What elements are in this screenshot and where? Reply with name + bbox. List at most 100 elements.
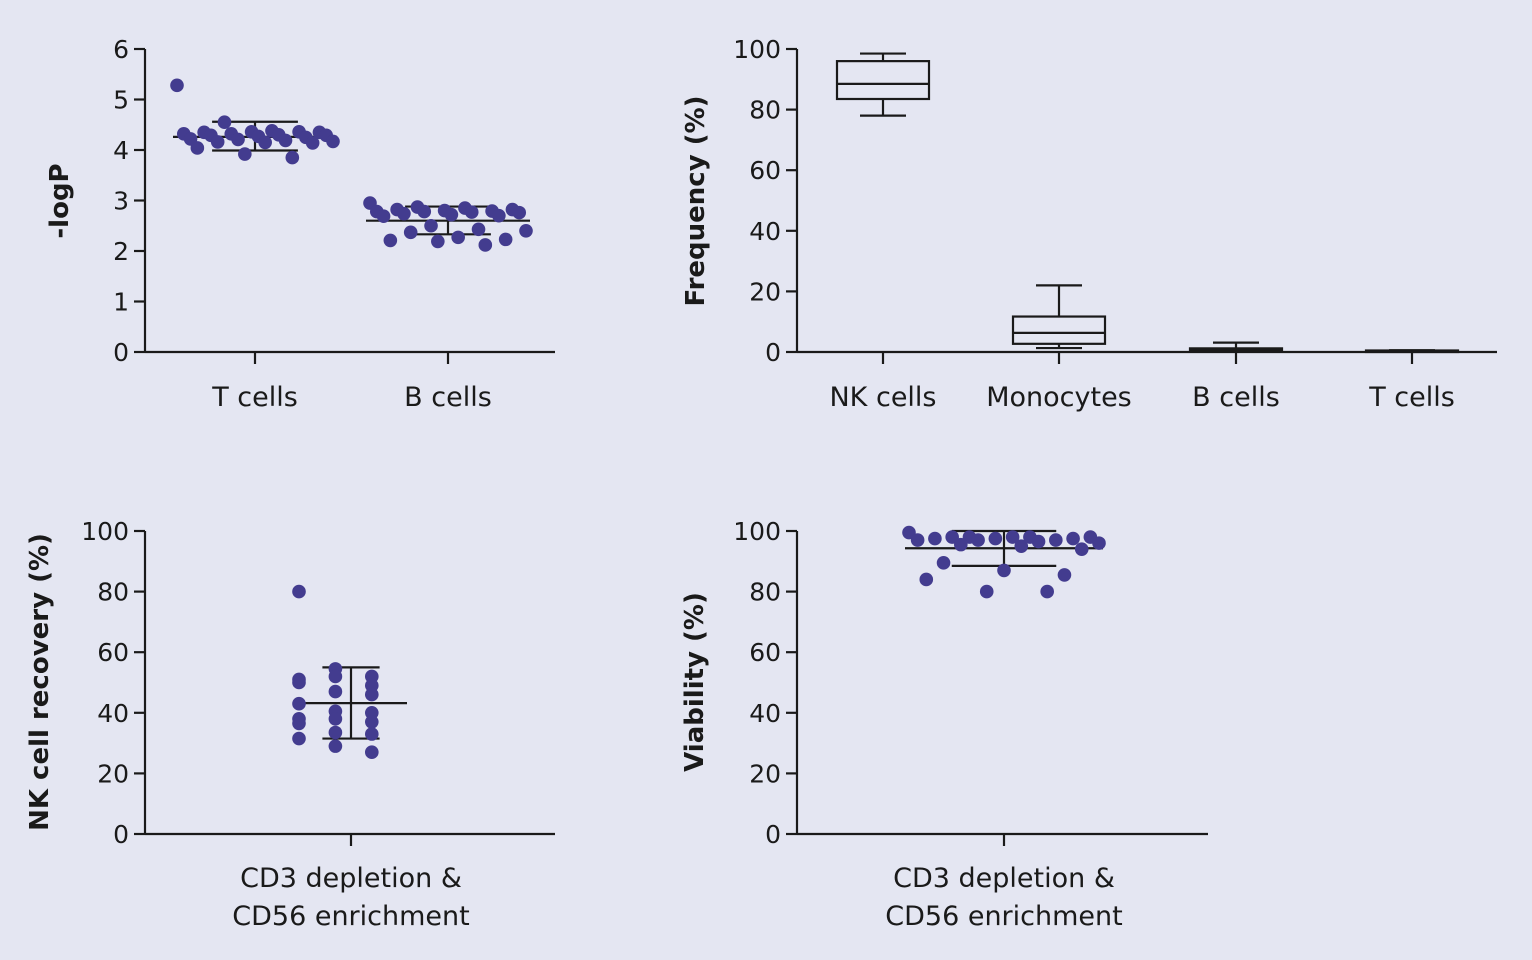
recovery-y-tick-label: 40 — [97, 699, 129, 728]
logp-data-point — [519, 224, 533, 238]
frequency-category-label: B cells — [1192, 382, 1280, 413]
logp-y-tick-label: 1 — [113, 288, 129, 317]
recovery-y-tick-label: 0 — [113, 820, 129, 849]
frequency-y-axis-title: Frequency (%) — [681, 95, 711, 306]
logp-y-tick-label: 5 — [113, 86, 129, 115]
logp-data-point — [326, 134, 340, 149]
logp-data-point — [424, 218, 438, 233]
logp-y-tick-label: 3 — [113, 187, 129, 216]
frequency-y-tick-label: 60 — [749, 156, 781, 185]
logp-data-point — [431, 234, 445, 249]
recovery-data-point — [292, 675, 306, 690]
logp-category-label: T cells — [211, 382, 298, 413]
viability-y-tick-label: 80 — [749, 578, 781, 607]
recovery-data-point — [292, 584, 306, 599]
frequency-box — [1011, 315, 1107, 345]
frequency-y-tick-label: 0 — [765, 338, 781, 367]
recovery-data-point — [328, 739, 343, 753]
chart-nk-recovery-scatter: 0 20 40 60 80 100 NK cell recovery (%) CD3 depl… — [25, 517, 555, 932]
viability-data-point — [936, 556, 951, 570]
logp-data-point — [258, 135, 272, 150]
logp-data-point — [285, 150, 300, 165]
logp-data-point — [190, 141, 205, 155]
logp-data-point — [451, 230, 465, 245]
logp-data-point — [403, 225, 418, 240]
viability-data-point — [1066, 531, 1080, 546]
chart-frequency-boxplot: 0 20 40 60 80 100 Frequency (%) NK cells Monocyt… — [681, 35, 1497, 413]
logp-data-point — [217, 115, 232, 130]
logp-data-point — [376, 209, 391, 223]
logp-data-point — [210, 135, 225, 149]
viability-data-point — [1031, 534, 1046, 549]
logp-y-tick-label: 2 — [113, 237, 129, 266]
logp-data-point — [512, 205, 527, 220]
logp-y-tick-label: 0 — [113, 338, 129, 367]
logp-data-point — [305, 136, 320, 150]
recovery-data-point — [328, 712, 343, 726]
logp-data-point — [478, 238, 493, 252]
frequency-category-label: T cells — [1368, 382, 1455, 413]
viability-y-tick-label: 0 — [765, 820, 781, 849]
frequency-category-label: NK cells — [829, 382, 936, 413]
logp-data-point — [397, 206, 411, 221]
viability-data-point — [1005, 530, 1020, 544]
recovery-data-point — [328, 725, 343, 740]
frequency-box — [835, 60, 931, 101]
chart-viability-scatter: 0 20 40 60 80 100 Viability (%) CD3 depletion &… — [680, 517, 1208, 932]
logp-data-point — [464, 205, 479, 219]
recovery-data-point — [328, 684, 343, 699]
viability-data-point — [1049, 533, 1063, 547]
logp-data-point — [231, 132, 245, 147]
recovery-data-point — [292, 696, 306, 711]
viability-data-point — [928, 531, 942, 546]
logp-data-point — [383, 233, 398, 248]
logp-data-point — [278, 133, 293, 148]
logp-data-point — [238, 147, 252, 161]
frequency-y-tick-label: 100 — [733, 35, 781, 64]
recovery-y-tick-label: 80 — [97, 578, 129, 607]
frequency-y-tick-label: 80 — [749, 96, 781, 125]
recovery-data-point — [365, 727, 379, 741]
viability-category-label-line: CD56 enrichment — [885, 901, 1122, 932]
logp-data-point — [492, 208, 506, 223]
recovery-y-tick-label: 100 — [81, 517, 129, 546]
viability-data-point — [1074, 542, 1089, 556]
logp-y-axis-title: -logP — [45, 163, 75, 238]
viability-data-point — [1040, 584, 1054, 599]
viability-data-point — [910, 533, 925, 547]
recovery-y-axis-title: NK cell recovery (%) — [25, 533, 55, 831]
viability-y-tick-label: 100 — [733, 517, 781, 546]
recovery-data-point — [328, 669, 343, 684]
recovery-data-point — [292, 731, 306, 746]
logp-category-label: B cells — [404, 382, 492, 413]
viability-data-point — [954, 537, 968, 552]
recovery-y-tick-label: 60 — [97, 638, 129, 667]
recovery-category-label-line: CD56 enrichment — [232, 901, 469, 932]
viability-data-point — [979, 584, 994, 599]
chart-logp-scatter: 0 1 2 3 4 5 6 -logP T cells B cells — [45, 35, 555, 413]
logp-data-point — [471, 222, 486, 237]
viability-data-point — [1057, 568, 1072, 582]
frequency-y-tick-label: 20 — [749, 277, 781, 306]
frequency-y-tick-label: 40 — [749, 217, 781, 246]
viability-data-point — [971, 533, 985, 547]
logp-data-point — [498, 232, 513, 247]
viability-data-point — [997, 563, 1011, 578]
logp-y-tick-label: 6 — [113, 35, 129, 64]
recovery-y-tick-label: 20 — [97, 759, 129, 788]
logp-y-tick-label: 4 — [113, 136, 129, 165]
logp-data-point — [417, 204, 432, 219]
recovery-data-point — [365, 715, 379, 729]
viability-data-point — [919, 572, 934, 587]
recovery-category-label-line: CD3 depletion & — [240, 863, 462, 894]
viability-y-axis-title: Viability (%) — [680, 592, 710, 772]
recovery-data-point — [365, 745, 379, 759]
viability-y-tick-label: 60 — [749, 638, 781, 667]
logp-data-point — [444, 207, 459, 222]
frequency-category-label: Monocytes — [986, 382, 1132, 413]
viability-category-label-line: CD3 depletion & — [893, 863, 1115, 894]
viability-y-tick-label: 40 — [749, 699, 781, 728]
logp-data-point — [170, 78, 184, 93]
recovery-data-point — [292, 716, 306, 731]
